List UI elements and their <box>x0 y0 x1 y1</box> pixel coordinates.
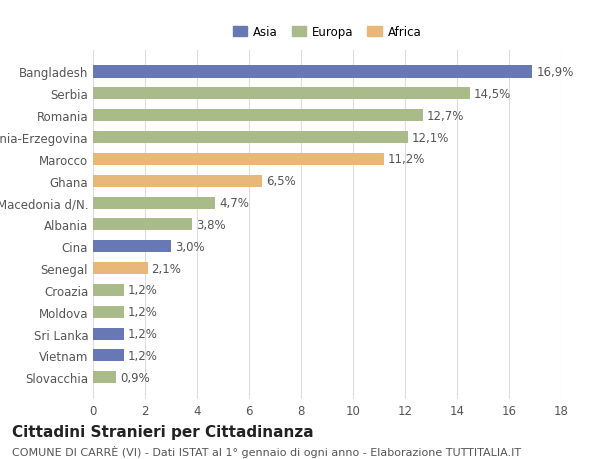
Bar <box>93 328 124 340</box>
Bar <box>93 371 116 383</box>
Text: 1,2%: 1,2% <box>128 306 158 319</box>
Text: 3,8%: 3,8% <box>196 218 226 231</box>
Bar <box>93 263 148 274</box>
Bar <box>93 306 124 318</box>
Text: 6,5%: 6,5% <box>266 175 296 188</box>
Text: 0,9%: 0,9% <box>120 371 150 384</box>
Text: 3,0%: 3,0% <box>175 240 205 253</box>
Bar <box>93 284 124 297</box>
Bar <box>93 350 124 362</box>
Text: 12,1%: 12,1% <box>412 131 449 144</box>
Text: Cittadini Stranieri per Cittadinanza: Cittadini Stranieri per Cittadinanza <box>12 425 314 440</box>
Bar <box>93 153 384 166</box>
Text: 14,5%: 14,5% <box>474 88 511 101</box>
Bar <box>93 219 192 231</box>
Bar <box>93 241 171 253</box>
Bar <box>93 67 532 78</box>
Text: 12,7%: 12,7% <box>427 109 464 123</box>
Text: 4,7%: 4,7% <box>219 196 249 210</box>
Text: 1,2%: 1,2% <box>128 327 158 341</box>
Text: COMUNE DI CARRÈ (VI) - Dati ISTAT al 1° gennaio di ogni anno - Elaborazione TUTT: COMUNE DI CARRÈ (VI) - Dati ISTAT al 1° … <box>12 445 521 457</box>
Bar <box>93 110 423 122</box>
Text: 16,9%: 16,9% <box>536 66 574 79</box>
Bar <box>93 88 470 100</box>
Text: 1,2%: 1,2% <box>128 284 158 297</box>
Bar <box>93 197 215 209</box>
Text: 2,1%: 2,1% <box>151 262 181 275</box>
Legend: Asia, Europa, Africa: Asia, Europa, Africa <box>230 23 424 41</box>
Text: 1,2%: 1,2% <box>128 349 158 362</box>
Bar <box>93 132 407 144</box>
Bar <box>93 175 262 187</box>
Text: 11,2%: 11,2% <box>388 153 425 166</box>
